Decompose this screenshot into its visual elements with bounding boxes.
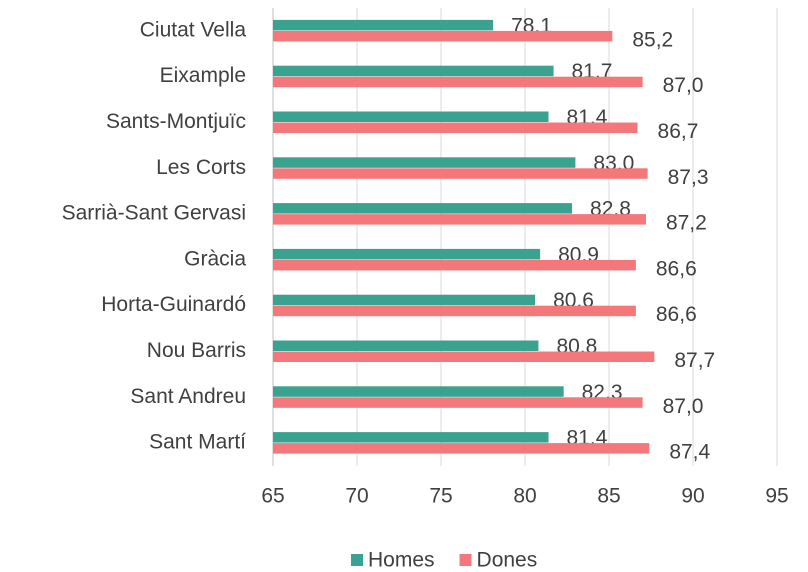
bar [273, 432, 549, 443]
y-tick-label: Ciutat Vella [140, 18, 247, 41]
y-tick-label: Sant Andreu [130, 385, 246, 408]
y-tick-label: Eixample [160, 64, 246, 87]
value-label: 86,6 [656, 303, 697, 326]
bar [273, 76, 643, 88]
legend-swatch [459, 554, 472, 566]
x-tick-label: 70 [345, 485, 368, 508]
value-label: 86,6 [656, 257, 697, 280]
bar [273, 305, 636, 317]
bar [273, 203, 573, 214]
bar [273, 168, 648, 179]
bar [273, 340, 539, 351]
bar [273, 386, 564, 397]
bar [273, 443, 650, 454]
legend-label: Dones [477, 549, 538, 572]
legend-label: Homes [368, 549, 435, 572]
bar [273, 397, 643, 408]
bar [273, 19, 494, 31]
legend-swatch [351, 554, 363, 566]
x-tick-label: 95 [765, 485, 788, 508]
value-label: 87,0 [663, 74, 704, 97]
x-tick-label: 65 [261, 485, 284, 508]
bar [273, 65, 554, 77]
value-label: 85,2 [632, 28, 673, 51]
value-label: 87,3 [668, 166, 709, 189]
value-label: 87,4 [669, 441, 710, 464]
x-tick-label: 85 [597, 485, 620, 508]
bar [273, 30, 613, 42]
y-tick-label: Sarrià-Sant Gervasi [62, 202, 246, 225]
bar [273, 122, 638, 133]
bar [273, 111, 549, 122]
bar [273, 248, 541, 260]
y-tick-label: Sants-Montjuïc [106, 110, 246, 133]
x-tick-label: 90 [681, 485, 704, 508]
y-tick-label: Gràcia [184, 247, 246, 270]
bar [273, 214, 646, 225]
y-tick-label: Nou Barris [147, 339, 246, 362]
y-tick-label: Les Corts [156, 156, 246, 179]
value-label: 87,0 [663, 395, 704, 418]
y-tick-label: Horta-Guinardó [101, 293, 246, 316]
value-label: 86,7 [658, 120, 699, 143]
x-tick-label: 80 [513, 485, 536, 508]
x-tick-label: 75 [429, 485, 452, 508]
bar [273, 294, 536, 306]
bar [273, 157, 576, 168]
value-label: 87,7 [674, 349, 715, 372]
bar [273, 351, 655, 362]
value-label: 87,2 [666, 212, 707, 235]
bar [273, 259, 636, 271]
y-tick-label: Sant Martí [149, 431, 246, 454]
